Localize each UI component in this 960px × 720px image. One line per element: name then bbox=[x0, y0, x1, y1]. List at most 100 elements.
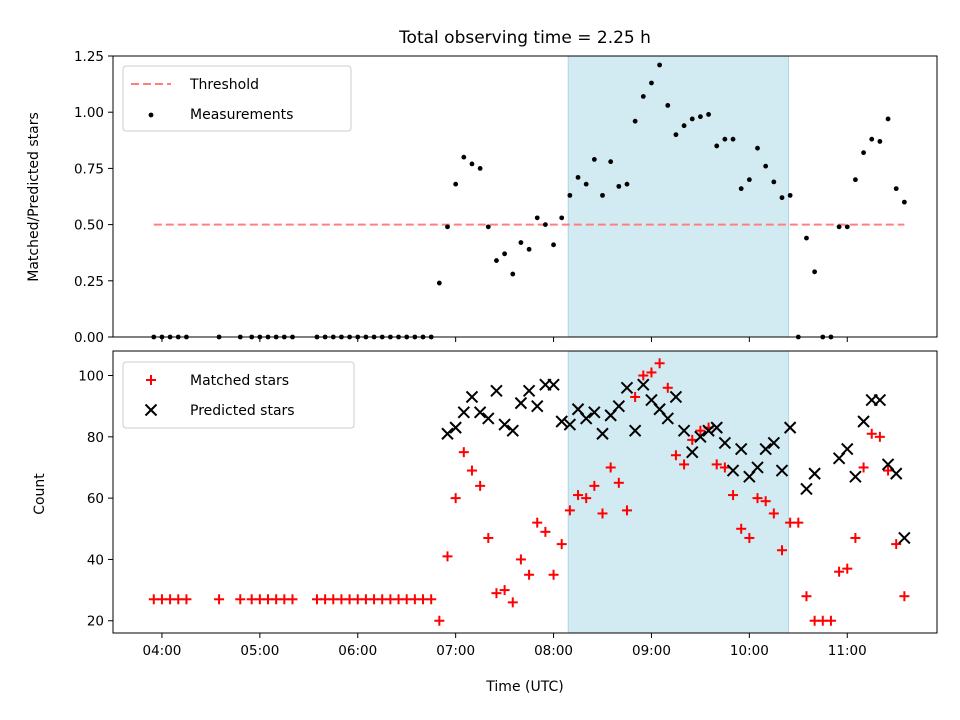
matched-star-point bbox=[801, 591, 812, 602]
predicted-star-point-b bbox=[596, 427, 609, 440]
measurement-point bbox=[542, 222, 548, 228]
predicted-star-point bbox=[490, 384, 503, 398]
predicted-star-point-b bbox=[710, 421, 723, 434]
measurement-point bbox=[755, 145, 760, 151]
predicted-star-point bbox=[531, 399, 544, 413]
measurement-point bbox=[681, 123, 687, 129]
predicted-star-point-b bbox=[677, 424, 691, 437]
measurement-point bbox=[640, 94, 646, 99]
matched-star-point bbox=[507, 597, 518, 608]
measurement-point bbox=[649, 80, 654, 86]
predicted-star-point-b bbox=[734, 442, 748, 456]
predicted-star-point-b bbox=[490, 384, 503, 398]
matched-star-point bbox=[646, 367, 657, 378]
predicted-star-point bbox=[890, 467, 903, 480]
matched-star-point bbox=[475, 480, 486, 491]
predicted-star-point bbox=[661, 412, 674, 425]
predicted-star-point bbox=[441, 427, 454, 440]
predicted-star-point bbox=[522, 384, 536, 398]
measurement-point bbox=[502, 251, 508, 257]
predicted-star-point-b bbox=[473, 406, 487, 419]
measurement-point bbox=[812, 269, 818, 275]
matched-star-point bbox=[466, 465, 477, 476]
y-tick-label: 1.00 bbox=[74, 105, 104, 121]
axes-frame bbox=[112, 350, 938, 634]
predicted-star-point-b bbox=[612, 399, 626, 413]
predicted-star-point bbox=[783, 421, 797, 434]
matched-star-point bbox=[532, 517, 543, 528]
measurement-point bbox=[893, 186, 899, 192]
predicted-star-point bbox=[751, 461, 764, 474]
predicted-star-point bbox=[800, 482, 813, 496]
measurement-point bbox=[722, 136, 728, 142]
predicted-star-point-b bbox=[465, 390, 479, 404]
matched-star-point bbox=[850, 532, 861, 543]
y-tick-label: 0.00 bbox=[74, 330, 104, 346]
predicted-star-point-b bbox=[783, 421, 797, 434]
y-tick-label: 1.25 bbox=[74, 49, 104, 65]
predicted-star-point-b bbox=[547, 378, 560, 391]
x-tick-label: 06:00 bbox=[338, 643, 377, 659]
predicted-star-point-b bbox=[841, 442, 854, 456]
predicted-star-point-b bbox=[873, 393, 887, 407]
measurement-point bbox=[534, 215, 540, 221]
measurement-point bbox=[689, 116, 695, 122]
predicted-star-point bbox=[898, 531, 911, 545]
legend-measurements-swatch bbox=[148, 112, 154, 118]
top-panel: 0.00 0.25 0.50 0.75 1.00 1.25 Threshold Measure… bbox=[74, 49, 938, 346]
bottom-y-axis-title: Count bbox=[32, 473, 48, 515]
x-tick-label: 07:00 bbox=[436, 643, 475, 659]
matched-star-point bbox=[728, 490, 739, 501]
matched-star-point bbox=[883, 465, 894, 476]
legend-box bbox=[122, 65, 352, 132]
predicted-star-point-b bbox=[482, 412, 495, 425]
predicted-star-point bbox=[849, 470, 862, 483]
predicted-star-point-b bbox=[694, 430, 707, 444]
measurement-point bbox=[861, 150, 866, 156]
matched-star-point bbox=[458, 447, 469, 458]
predicted-star-point-b bbox=[808, 467, 821, 480]
measurement-point bbox=[632, 118, 638, 124]
measurement-point bbox=[600, 192, 605, 198]
matched-star-point bbox=[744, 532, 755, 543]
matched-star-point bbox=[434, 615, 445, 626]
observing-window-band bbox=[567, 55, 790, 338]
matched-star-point bbox=[548, 569, 559, 580]
x-tick-label: 08:00 bbox=[534, 643, 573, 659]
y-tick-label: 20 bbox=[87, 614, 104, 630]
matched-star-point bbox=[524, 569, 535, 580]
matched-star-point bbox=[670, 450, 681, 461]
predicted-star-point-b bbox=[628, 424, 642, 437]
predicted-star-point-b bbox=[653, 403, 666, 416]
measurement-point bbox=[836, 224, 842, 230]
measurement-point bbox=[885, 116, 891, 122]
matched-star-point bbox=[564, 505, 575, 516]
matched-star-point bbox=[858, 462, 869, 473]
predicted-star-point bbox=[767, 436, 781, 450]
predicted-star-point bbox=[514, 396, 528, 410]
measurement-point bbox=[436, 280, 442, 286]
y-tick-label: 0.50 bbox=[74, 218, 104, 234]
matched-star-point bbox=[752, 493, 763, 504]
measurement-point bbox=[771, 179, 777, 185]
matched-star-point bbox=[768, 508, 779, 519]
matched-star-point bbox=[287, 594, 298, 605]
bottom-panel: 20 40 60 80 100 04:00 05:00 06:00 07:00 08:00 09:0… bbox=[78, 350, 938, 659]
matched-star-point bbox=[515, 554, 526, 565]
predicted-star-point bbox=[620, 381, 634, 394]
measurement-point bbox=[477, 166, 483, 171]
measurement-point bbox=[518, 240, 524, 245]
y-tick-label: 100 bbox=[78, 369, 104, 385]
measurement-point bbox=[461, 154, 467, 160]
measurement-point bbox=[673, 132, 679, 138]
matched-star-point bbox=[426, 594, 437, 605]
y-tick-label: 0.75 bbox=[74, 161, 104, 177]
top-y-axis-title: Matched/Predicted stars bbox=[26, 112, 42, 282]
matched-star-point bbox=[760, 496, 771, 507]
matched-star-point bbox=[695, 425, 706, 436]
predicted-star-point bbox=[588, 406, 601, 419]
legend-predicted-label: Predicted stars bbox=[190, 403, 295, 419]
predicted-star-point bbox=[612, 399, 626, 413]
predicted-star-point bbox=[873, 393, 887, 407]
matched-star-point bbox=[235, 594, 246, 605]
